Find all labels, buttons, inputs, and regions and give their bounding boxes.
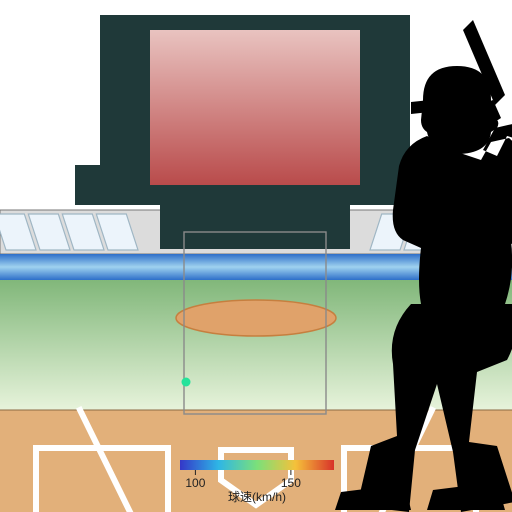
velocity-colorbar	[180, 460, 334, 470]
pitchers-mound	[176, 300, 336, 336]
colorbar-label: 球速(km/h)	[228, 490, 286, 504]
colorbar-tick-label: 150	[281, 476, 301, 490]
pitch-location-scene: 100 150球速(km/h)	[0, 0, 512, 512]
colorbar-tick-label: 100	[185, 476, 205, 490]
scoreboard-screen	[150, 30, 360, 185]
scoreboard-pillar	[160, 205, 350, 249]
pitch-marker	[182, 378, 191, 387]
